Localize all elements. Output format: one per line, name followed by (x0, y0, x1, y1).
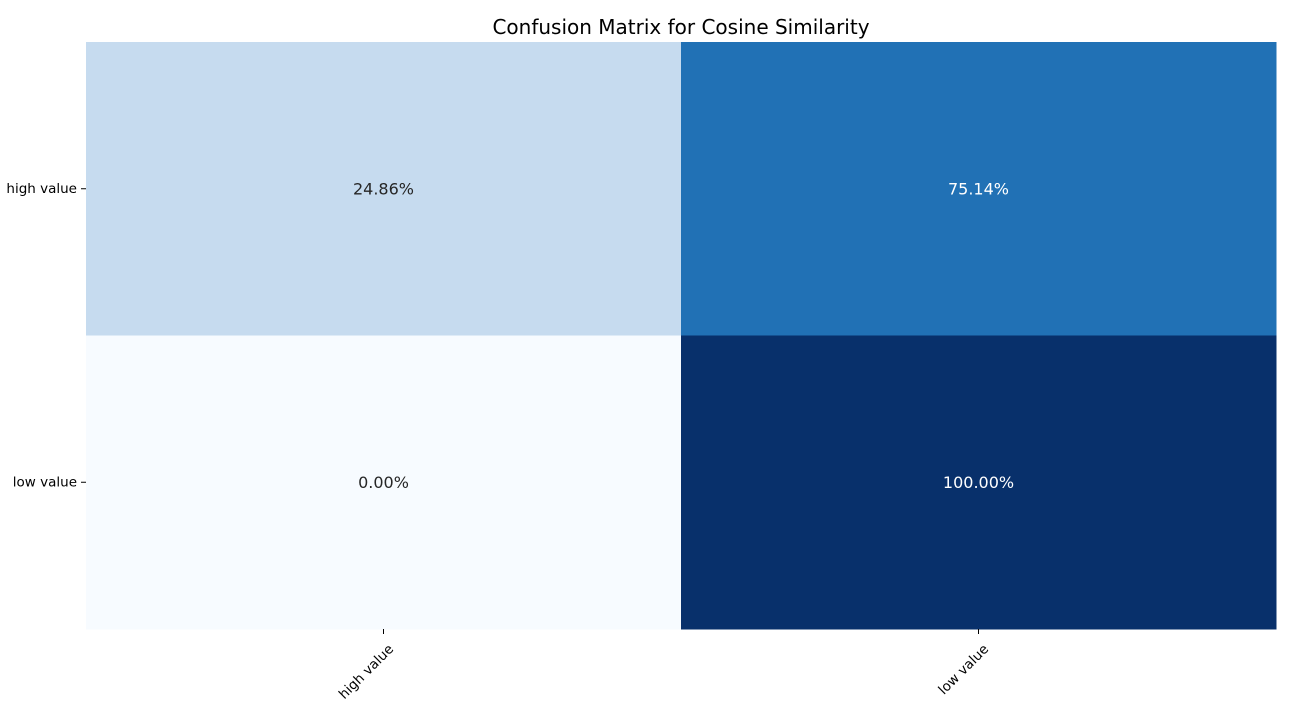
chart-title: Confusion Matrix for Cosine Similarity (492, 15, 869, 39)
heatmap-cell-label: 24.86% (353, 179, 414, 198)
heatmap-cell-label: 0.00% (358, 473, 409, 492)
x-axis-ticks: high value low value (336, 629, 992, 703)
heatmap-cell-labels: 24.86% 75.14% 0.00% 100.00% (353, 179, 1014, 492)
y-tick-label: high value (6, 181, 77, 197)
heatmap-cell (681, 335, 1277, 630)
heatmap-cell (681, 42, 1277, 336)
heatmap-cell (86, 335, 682, 630)
y-axis-ticks: high value low value (6, 181, 86, 490)
heatmap-cell (86, 42, 682, 336)
y-tick-label: low value (13, 474, 77, 490)
x-tick-label: low value (935, 641, 992, 698)
heatmap-cell-label: 75.14% (948, 179, 1009, 198)
heatmap-cells (86, 42, 1277, 630)
heatmap-cell-label: 100.00% (943, 473, 1014, 492)
x-tick-label: high value (336, 641, 397, 702)
